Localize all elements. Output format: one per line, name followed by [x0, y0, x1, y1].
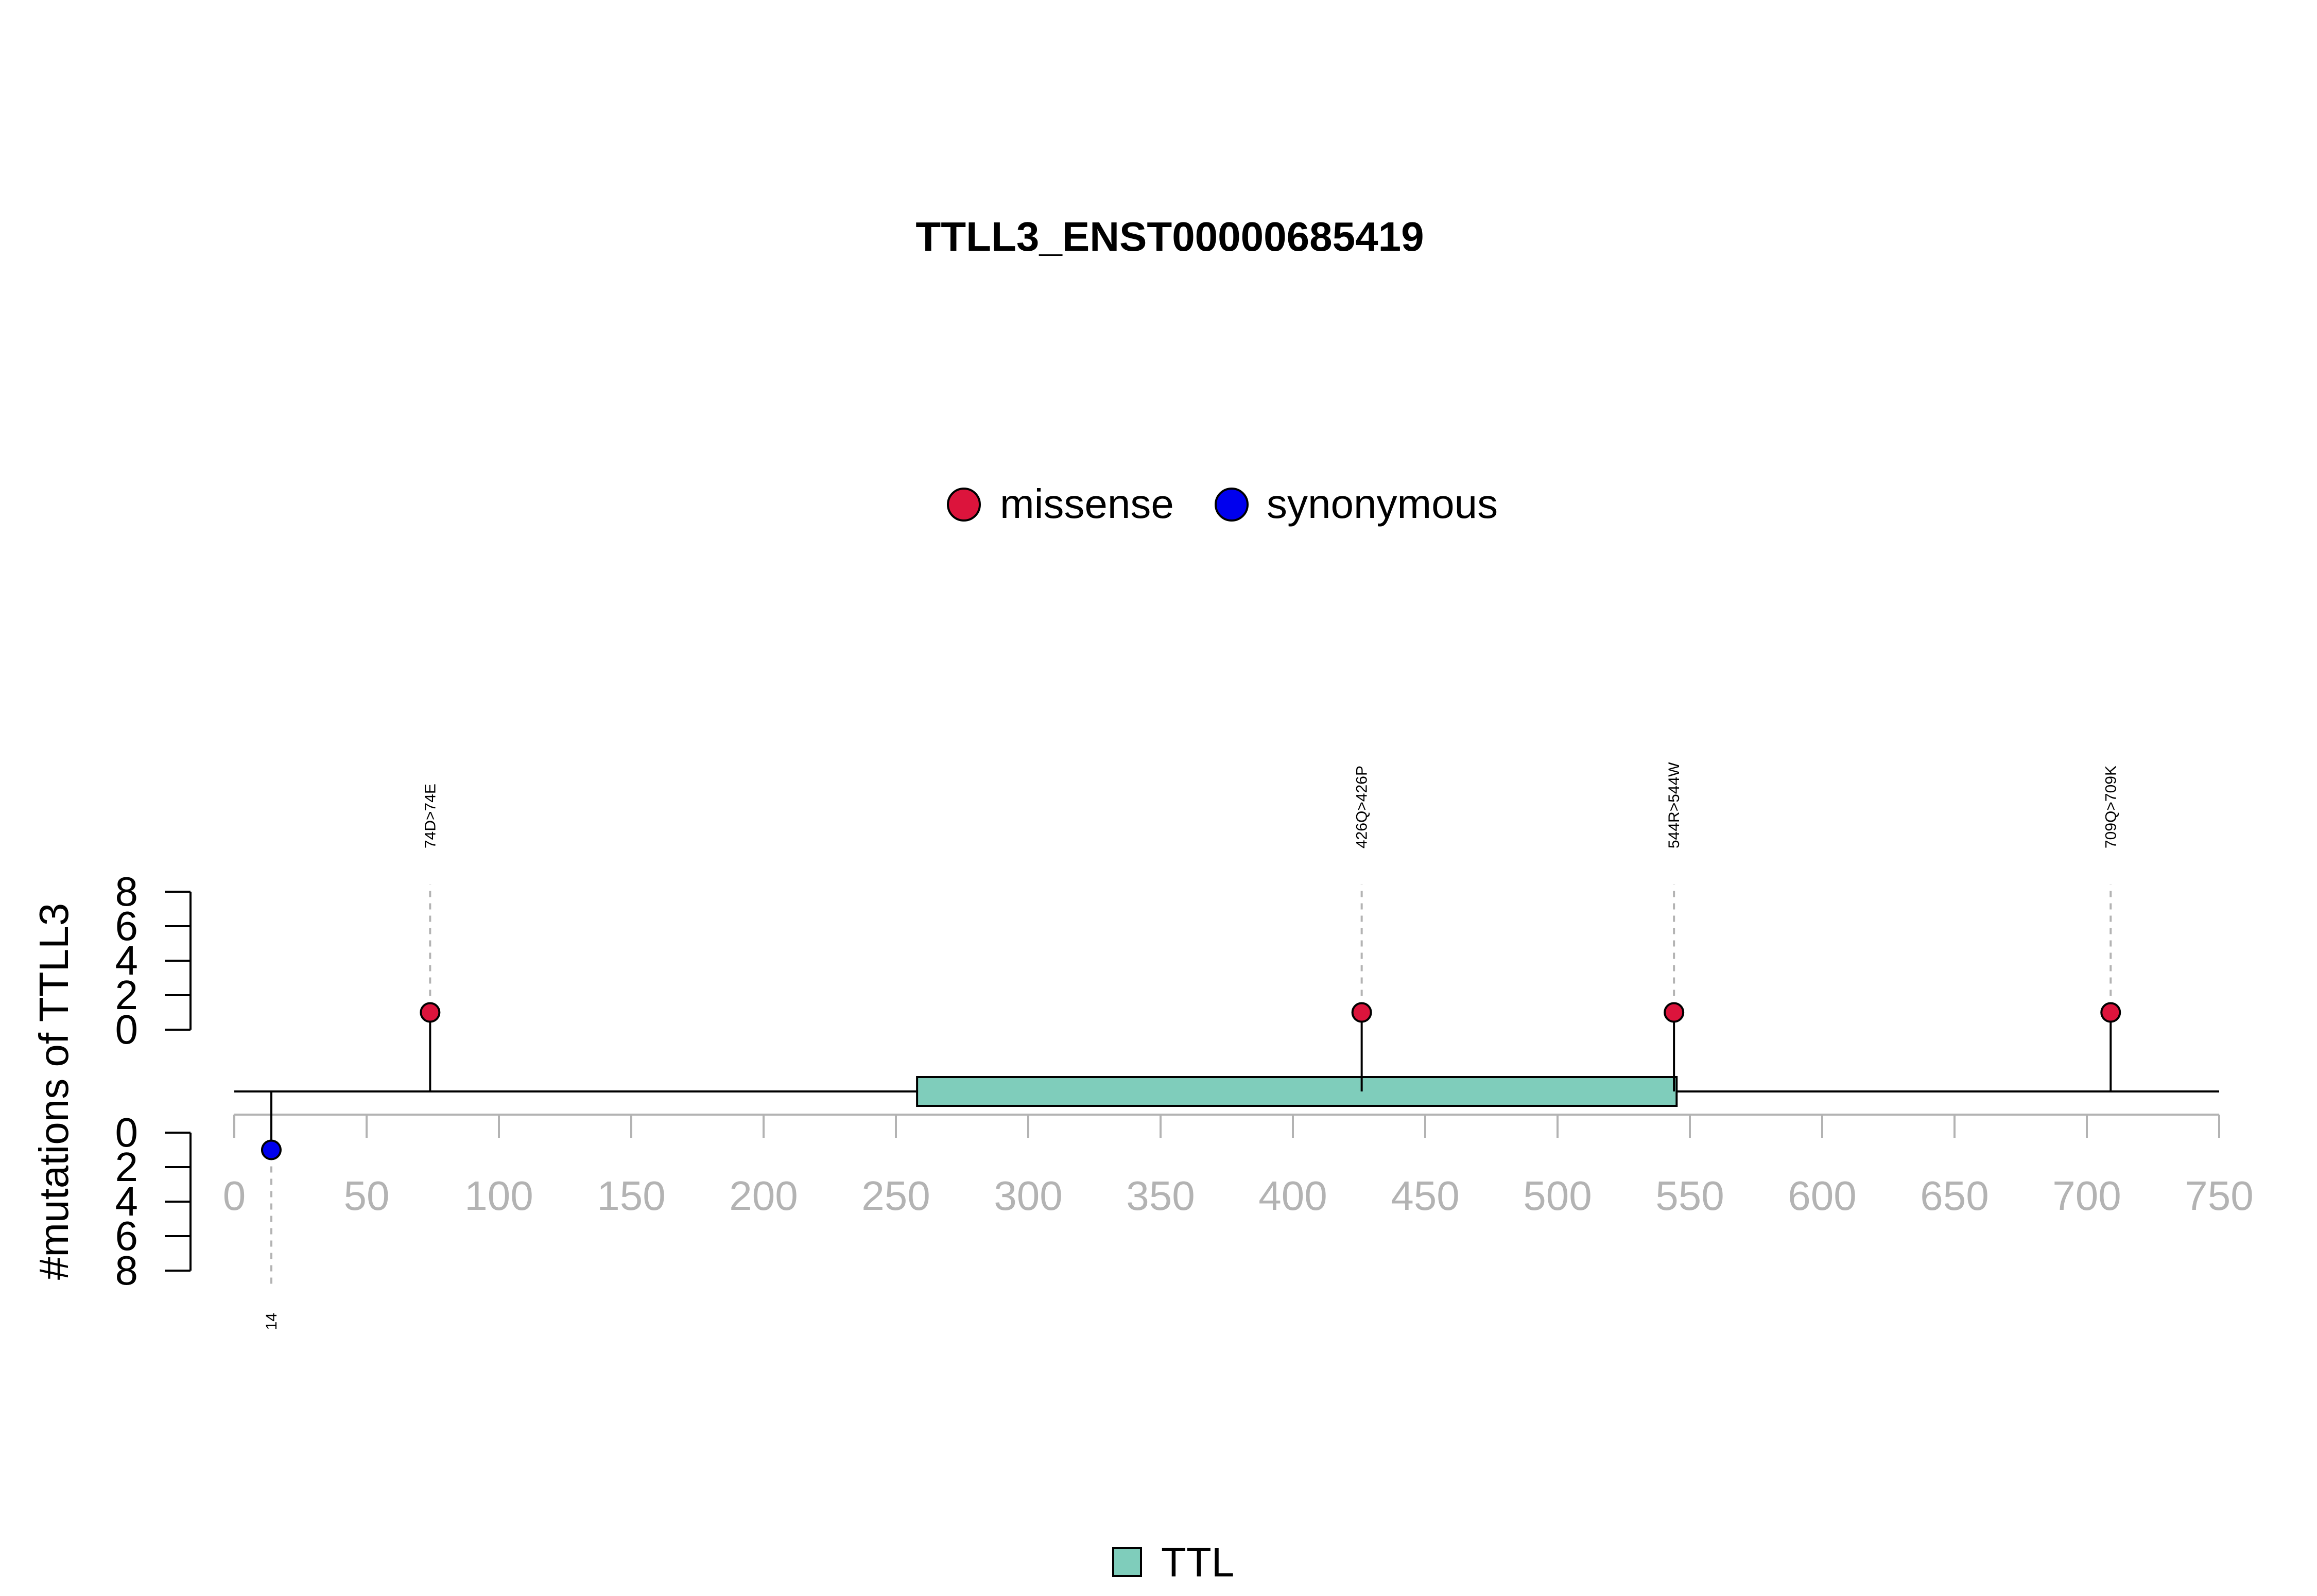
x-tick-label: 100 [464, 1173, 533, 1219]
mutation-point [1351, 1002, 1372, 1023]
y-lower-tick-label: 0 [115, 1109, 139, 1155]
x-tick-label: 0 [223, 1173, 246, 1219]
y-lower-tick-label: 6 [115, 1213, 139, 1259]
y-upper-tick-label: 0 [115, 1007, 139, 1052]
x-tick-label: 150 [597, 1173, 665, 1219]
mutation-point [420, 1002, 441, 1023]
x-tick-label: 750 [2185, 1173, 2253, 1219]
mutation-point [261, 1139, 282, 1160]
legend-marker-missense [947, 488, 981, 522]
domain-TTL [916, 1076, 1678, 1107]
legend-swatch-TTL [1112, 1547, 1142, 1577]
domain-group [916, 1076, 1678, 1107]
x-tick-label: 600 [1788, 1173, 1856, 1219]
mutation-label: 74D>74E [422, 784, 439, 848]
mutation-point [2100, 1002, 2121, 1023]
legend-label-synonymous: synonymous [1267, 481, 1498, 527]
mutation-label: 709Q>709K [2102, 766, 2119, 848]
legend-label-missense: missense [1000, 481, 1174, 527]
y-lower-tick-label: 8 [115, 1247, 139, 1293]
y-upper-tick-label: 8 [115, 869, 139, 914]
chart-title: TTLL3_ENST00000685419 [915, 214, 1424, 259]
domain-legend: TTL [1112, 1539, 1234, 1585]
y-axis-label: #mutations of TTLL3 [31, 903, 77, 1280]
x-tick-label: 550 [1655, 1173, 1724, 1219]
mutation-label: 426Q>426P [1354, 766, 1371, 848]
x-tick-label: 200 [729, 1173, 798, 1219]
x-tick-label: 250 [861, 1173, 930, 1219]
x-tick-label: 700 [2052, 1173, 2121, 1219]
y-upper-tick-label: 2 [115, 972, 139, 1018]
y-lower-tick-label: 4 [115, 1178, 139, 1224]
mutation-label: 544R>544W [1666, 762, 1683, 848]
legend-label-TTL: TTL [1161, 1539, 1234, 1585]
y-lower-tick-label: 2 [115, 1144, 139, 1190]
x-tick-label: 300 [994, 1173, 1062, 1219]
mutation-point [1664, 1002, 1685, 1023]
mutation-group: 14 74D>74E 426Q>426P 544R>544W 709Q>709K [261, 762, 2121, 1330]
x-tick-label: 500 [1523, 1173, 1592, 1219]
y-upper-tick-label: 6 [115, 903, 139, 949]
x-axis: 0 50 100 150 200 250 300 350 400 450 500 550 600 650 7… [223, 1114, 2254, 1219]
mutation-type-legend: missense synonymous [947, 481, 1498, 527]
legend-marker-synonymous [1215, 488, 1249, 522]
x-tick-label: 50 [344, 1173, 390, 1219]
y-upper-tick-label: 4 [115, 938, 139, 983]
mutation-label: 14 [263, 1313, 280, 1330]
x-tick-label: 650 [1920, 1173, 1989, 1219]
x-tick-label: 400 [1258, 1173, 1327, 1219]
x-tick-label: 450 [1391, 1173, 1459, 1219]
x-tick-label: 350 [1126, 1173, 1195, 1219]
